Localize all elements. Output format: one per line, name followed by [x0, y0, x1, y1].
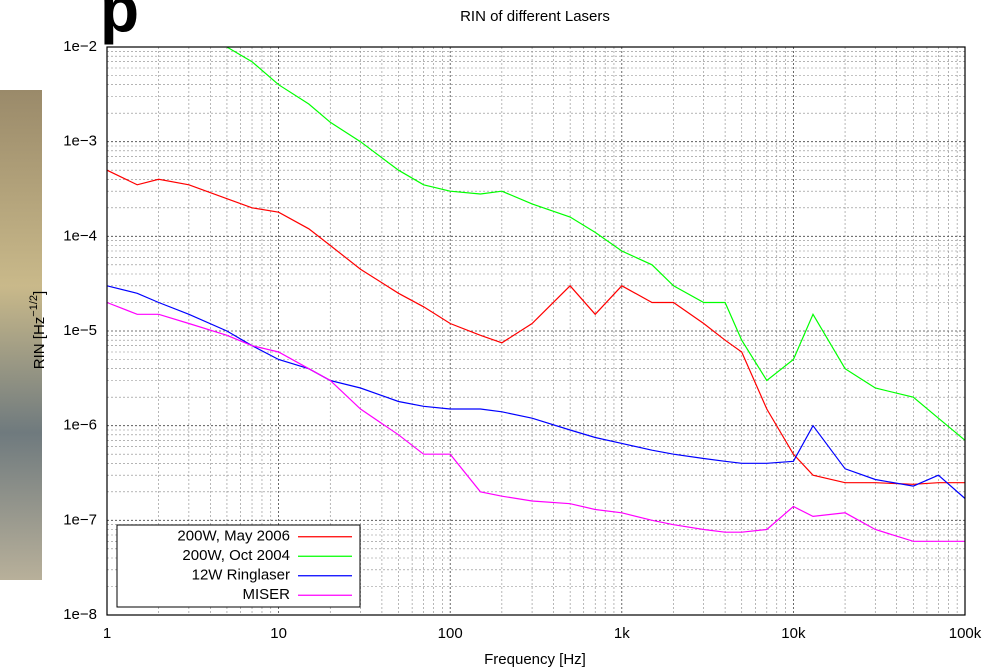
- legend-label: MISER: [242, 586, 290, 603]
- y-axis-label: RIN [Hz−1/2]: [28, 291, 48, 369]
- photo-fragment: [0, 90, 42, 580]
- series-line: [226, 46, 966, 441]
- legend: 200W, May 2006 200W, Oct 2004 12W Ringlase…: [116, 524, 361, 608]
- x-tick-label: 1: [103, 625, 111, 642]
- plot-border: [106, 46, 966, 616]
- plot: [106, 46, 966, 542]
- legend-box: [116, 524, 361, 608]
- x-tick-label: 10: [270, 625, 287, 642]
- y-tick-label: 1e−4: [63, 227, 97, 244]
- y-tick-label: 1e−6: [63, 417, 97, 434]
- x-tick-label: 1k: [614, 625, 630, 642]
- y-axis-label-end: ]: [31, 291, 48, 295]
- y-axis-label-exponent: −1/2: [28, 295, 40, 317]
- legend-label: 200W, May 2006: [177, 528, 290, 545]
- x-tick-label: 100k: [949, 625, 982, 642]
- series-line: [106, 285, 966, 499]
- y-tick-label: 1e−2: [63, 38, 97, 55]
- x-axis-label: Frequency [Hz]: [484, 651, 586, 668]
- y-tick-label: 1e−8: [63, 606, 97, 623]
- y-tick-label: 1e−5: [63, 322, 97, 339]
- legend-label: 200W, Oct 2004: [182, 547, 290, 564]
- x-tick-label: 100: [438, 625, 463, 642]
- series-line: [106, 169, 965, 485]
- y-axis-label-text: RIN [Hz: [31, 317, 48, 370]
- slide-title-fragment: p: [100, 0, 139, 45]
- series-line: [106, 301, 965, 542]
- y-tick-label: 1e−3: [63, 133, 97, 150]
- x-tick-label: 10k: [781, 625, 806, 642]
- legend-label: 12W Ringlaser: [192, 567, 290, 584]
- y-tick-label: 1e−7: [63, 511, 97, 528]
- chart-title: RIN of different Lasers: [460, 8, 610, 25]
